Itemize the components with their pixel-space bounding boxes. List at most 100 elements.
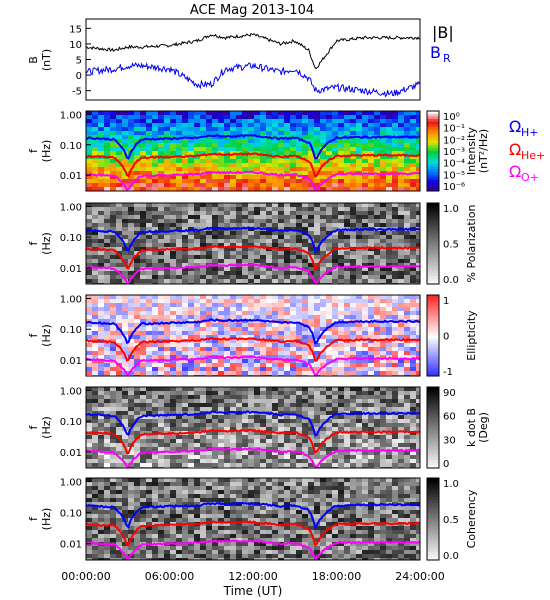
heatmap-cell xyxy=(368,459,374,463)
heatmap-cell xyxy=(218,239,224,243)
heatmap-cell xyxy=(116,331,122,335)
heatmap-cell xyxy=(362,147,368,151)
heatmap-cell xyxy=(152,343,158,347)
heatmap-cell xyxy=(368,455,374,459)
heatmap-cell xyxy=(110,407,116,411)
heatmap-cell xyxy=(230,403,236,407)
heatmap-cell xyxy=(386,239,392,243)
heatmap-cell xyxy=(116,359,122,363)
heatmap-cell xyxy=(236,115,242,119)
heatmap-cell xyxy=(230,395,236,399)
heatmap-cell xyxy=(104,355,110,359)
heatmap-cell xyxy=(182,315,188,319)
heatmap-cell xyxy=(164,255,170,259)
heatmap-cell xyxy=(344,371,350,375)
heatmap-cell xyxy=(164,203,170,207)
heatmap-cell xyxy=(116,367,122,371)
heatmap-cell xyxy=(206,223,212,227)
heatmap-cell xyxy=(134,179,140,183)
heatmap-cell xyxy=(224,459,230,463)
heatmap-cell xyxy=(140,367,146,371)
heatmap-cell xyxy=(356,435,362,439)
heatmap-cell xyxy=(242,183,248,187)
heatmap-cell xyxy=(368,359,374,363)
heatmap-cell xyxy=(170,235,176,239)
heatmap-cell xyxy=(350,315,356,319)
heatmap-cell xyxy=(230,179,236,183)
heatmap-cell xyxy=(236,407,242,411)
heatmap-cell xyxy=(116,187,122,191)
heatmap-cell xyxy=(266,215,272,219)
heatmap-cell xyxy=(380,443,386,447)
heatmap-cell xyxy=(104,263,110,267)
heatmap-cell xyxy=(128,371,134,375)
heatmap-cell xyxy=(200,363,206,367)
heatmap-cell xyxy=(164,215,170,219)
heatmap-cell xyxy=(128,391,134,395)
colorbar-step xyxy=(427,451,439,455)
heatmap-cell xyxy=(182,439,188,443)
heatmap-cell xyxy=(104,207,110,211)
heatmap-cell xyxy=(248,435,254,439)
heatmap-cell xyxy=(410,343,416,347)
heatmap-cell xyxy=(170,175,176,179)
heatmap-cell xyxy=(236,239,242,243)
heatmap-cell xyxy=(164,163,170,167)
colorbar-label: % Polarization xyxy=(465,205,478,283)
heatmap-cell xyxy=(416,451,420,455)
heatmap-cell xyxy=(230,303,236,307)
colorbar-step xyxy=(427,278,439,282)
heatmap-cell xyxy=(278,351,284,355)
heatmap-cell xyxy=(152,439,158,443)
heatmap-cell xyxy=(236,311,242,315)
heatmap-cell xyxy=(218,111,224,115)
heatmap-cell xyxy=(134,151,140,155)
heatmap-cell xyxy=(260,307,266,311)
heatmap-cell xyxy=(170,139,176,143)
heatmap-cell xyxy=(356,255,362,259)
heatmap-cell xyxy=(230,183,236,187)
heatmap-cell xyxy=(158,331,164,335)
heatmap-cell xyxy=(128,399,134,403)
heatmap-cell xyxy=(188,387,194,391)
heatmap-cell xyxy=(122,275,128,279)
heatmap-cell xyxy=(338,371,344,375)
heatmap-cell xyxy=(200,275,206,279)
heatmap-cell xyxy=(86,490,92,494)
heatmap-cell xyxy=(104,455,110,459)
heatmap-cell xyxy=(176,187,182,191)
heatmap-cell xyxy=(302,187,308,191)
heatmap-cell xyxy=(308,167,314,171)
heatmap-cell xyxy=(176,343,182,347)
heatmap-cell xyxy=(404,347,410,351)
heatmap-cell xyxy=(194,399,200,403)
heatmap-cell xyxy=(296,187,302,191)
heatmap-cell xyxy=(224,423,230,427)
heatmap-cell xyxy=(188,451,194,455)
colorbar-step xyxy=(427,324,439,328)
heatmap-cell xyxy=(164,343,170,347)
heatmap-cell xyxy=(110,463,116,467)
heatmap-cell xyxy=(314,347,320,351)
heatmap-cell xyxy=(230,339,236,343)
heatmap-cell xyxy=(398,419,404,423)
heatmap-cell xyxy=(224,271,230,275)
colorbar-tick-label: 0 xyxy=(443,332,449,343)
heatmap-cell xyxy=(110,235,116,239)
heatmap-cell xyxy=(272,179,278,183)
heatmap-cell xyxy=(242,239,248,243)
heatmap-cell xyxy=(326,247,332,251)
heatmap-cell xyxy=(194,419,200,423)
colorbar-step xyxy=(427,238,439,242)
heatmap-cell xyxy=(302,419,308,423)
heatmap-cell xyxy=(314,395,320,399)
heatmap-cell xyxy=(128,395,134,399)
heatmap-cell xyxy=(188,359,194,363)
heatmap-cell xyxy=(344,111,350,115)
heatmap-cell xyxy=(356,179,362,183)
heatmap-cell xyxy=(416,123,420,127)
heatmap-cell xyxy=(92,363,98,367)
heatmap-cell xyxy=(188,323,194,327)
heatmap-cell xyxy=(134,335,140,339)
heatmap-cell xyxy=(146,395,152,399)
